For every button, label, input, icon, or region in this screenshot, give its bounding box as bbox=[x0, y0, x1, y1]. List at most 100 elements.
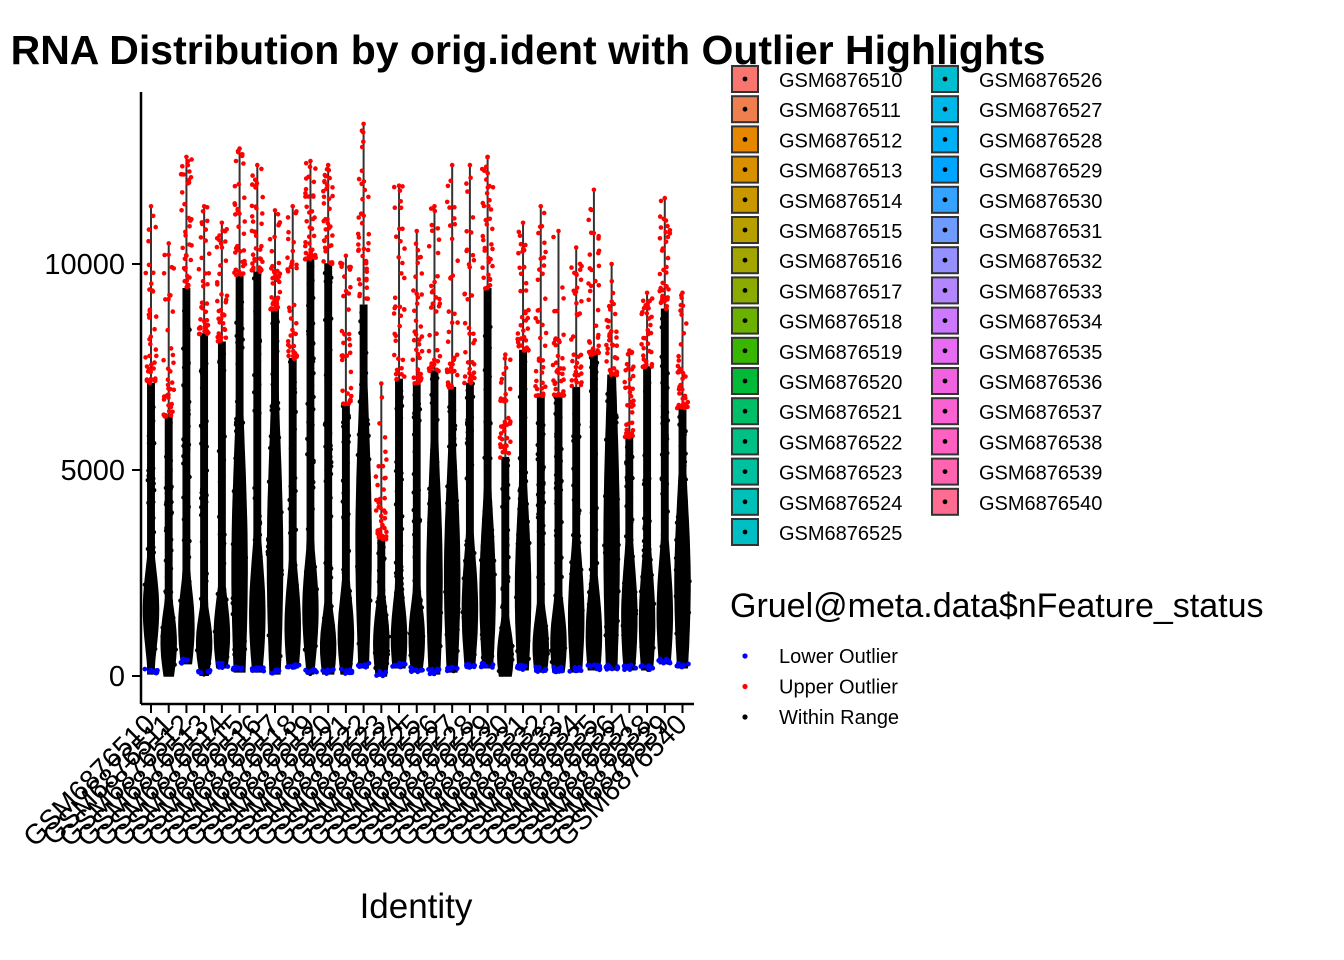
point-within-range bbox=[660, 491, 665, 496]
point-upper-outlier bbox=[574, 271, 579, 277]
point-within-range bbox=[186, 407, 191, 413]
point-upper-outlier bbox=[378, 505, 383, 511]
point-lower-outlier bbox=[250, 668, 255, 673]
point-upper-outlier bbox=[219, 292, 224, 297]
point-within-range bbox=[275, 339, 280, 344]
point-within-range bbox=[384, 623, 389, 628]
point-within-range bbox=[559, 519, 564, 525]
point-within-range bbox=[327, 524, 333, 529]
point-within-range bbox=[674, 520, 680, 525]
point-upper-outlier bbox=[578, 382, 584, 388]
point-upper-outlier bbox=[525, 326, 531, 331]
point-within-range bbox=[611, 410, 616, 415]
point-upper-outlier bbox=[516, 344, 521, 349]
point-upper-outlier bbox=[303, 240, 308, 245]
point-upper-outlier bbox=[462, 320, 468, 326]
point-upper-outlier bbox=[649, 314, 654, 320]
point-within-range bbox=[323, 372, 329, 378]
point-within-range bbox=[151, 499, 156, 505]
status-legend-dot bbox=[742, 653, 748, 659]
point-within-range bbox=[628, 573, 633, 579]
point-within-range bbox=[251, 572, 257, 578]
point-within-range bbox=[394, 459, 399, 465]
point-within-range bbox=[201, 623, 206, 628]
point-within-range bbox=[252, 408, 257, 413]
point-within-range bbox=[448, 554, 454, 560]
point-within-range bbox=[553, 528, 559, 533]
point-within-range bbox=[363, 632, 368, 637]
point-upper-outlier bbox=[322, 179, 327, 185]
point-within-range bbox=[682, 427, 687, 433]
point-within-range bbox=[152, 589, 158, 594]
point-within-range bbox=[323, 444, 328, 449]
point-upper-outlier bbox=[309, 226, 315, 231]
legend-label: GSM6876525 bbox=[779, 523, 902, 545]
point-within-range bbox=[221, 603, 226, 608]
point-within-range bbox=[609, 619, 615, 624]
point-within-range bbox=[412, 554, 417, 560]
point-upper-outlier bbox=[574, 285, 580, 291]
point-within-range bbox=[148, 475, 153, 480]
legend-point bbox=[742, 167, 748, 173]
point-within-range bbox=[608, 478, 614, 483]
legend-label: GSM6876517 bbox=[779, 281, 902, 303]
point-upper-outlier bbox=[587, 288, 593, 294]
point-within-range bbox=[428, 497, 433, 502]
point-upper-outlier bbox=[376, 464, 382, 469]
point-upper-outlier bbox=[375, 482, 380, 488]
point-upper-outlier bbox=[639, 342, 644, 347]
point-within-range bbox=[516, 610, 521, 616]
point-within-range bbox=[291, 524, 296, 530]
point-within-range bbox=[452, 442, 458, 448]
point-upper-outlier bbox=[323, 249, 328, 254]
legend-item-GSM6876511: GSM6876511 bbox=[731, 95, 901, 124]
point-upper-outlier bbox=[378, 518, 384, 524]
point-within-range bbox=[255, 372, 261, 378]
point-within-range bbox=[232, 638, 237, 643]
point-within-range bbox=[572, 472, 578, 478]
legend-point bbox=[742, 197, 748, 203]
point-upper-outlier bbox=[218, 307, 224, 313]
point-upper-outlier bbox=[574, 379, 579, 385]
point-within-range bbox=[624, 445, 630, 450]
point-within-range bbox=[379, 552, 384, 557]
point-lower-outlier bbox=[520, 667, 526, 672]
point-within-range bbox=[271, 414, 276, 419]
point-upper-outlier bbox=[285, 269, 291, 274]
point-within-range bbox=[289, 579, 294, 584]
violin-group-GSM6876519 bbox=[302, 158, 319, 677]
point-upper-outlier bbox=[171, 266, 177, 271]
point-within-range bbox=[538, 460, 543, 465]
point-within-range bbox=[376, 596, 381, 601]
point-within-range bbox=[633, 608, 639, 613]
point-within-range bbox=[488, 324, 493, 330]
point-within-range bbox=[555, 412, 560, 417]
point-within-range bbox=[188, 605, 193, 611]
point-within-range bbox=[518, 630, 523, 635]
point-within-range bbox=[591, 567, 596, 572]
point-upper-outlier bbox=[449, 383, 454, 389]
point-upper-outlier bbox=[465, 297, 471, 302]
point-upper-outlier bbox=[543, 249, 548, 255]
point-within-range bbox=[549, 659, 555, 665]
violin-group-GSM6876518 bbox=[284, 204, 302, 670]
point-within-range bbox=[482, 651, 487, 656]
point-upper-outlier bbox=[232, 183, 238, 189]
legend-label: GSM6876531 bbox=[979, 221, 1102, 243]
point-within-range bbox=[505, 463, 511, 468]
point-upper-outlier bbox=[523, 288, 529, 293]
point-upper-outlier bbox=[415, 367, 421, 372]
point-lower-outlier bbox=[522, 663, 528, 669]
point-upper-outlier bbox=[419, 292, 425, 297]
point-upper-outlier bbox=[233, 158, 239, 164]
point-upper-outlier bbox=[339, 357, 345, 363]
point-upper-outlier bbox=[678, 308, 683, 313]
point-within-range bbox=[307, 445, 312, 450]
point-within-range bbox=[323, 317, 328, 323]
point-within-range bbox=[291, 532, 297, 538]
point-upper-outlier bbox=[357, 281, 363, 287]
point-within-range bbox=[677, 549, 682, 555]
point-within-range bbox=[360, 577, 365, 582]
point-within-range bbox=[416, 408, 421, 413]
